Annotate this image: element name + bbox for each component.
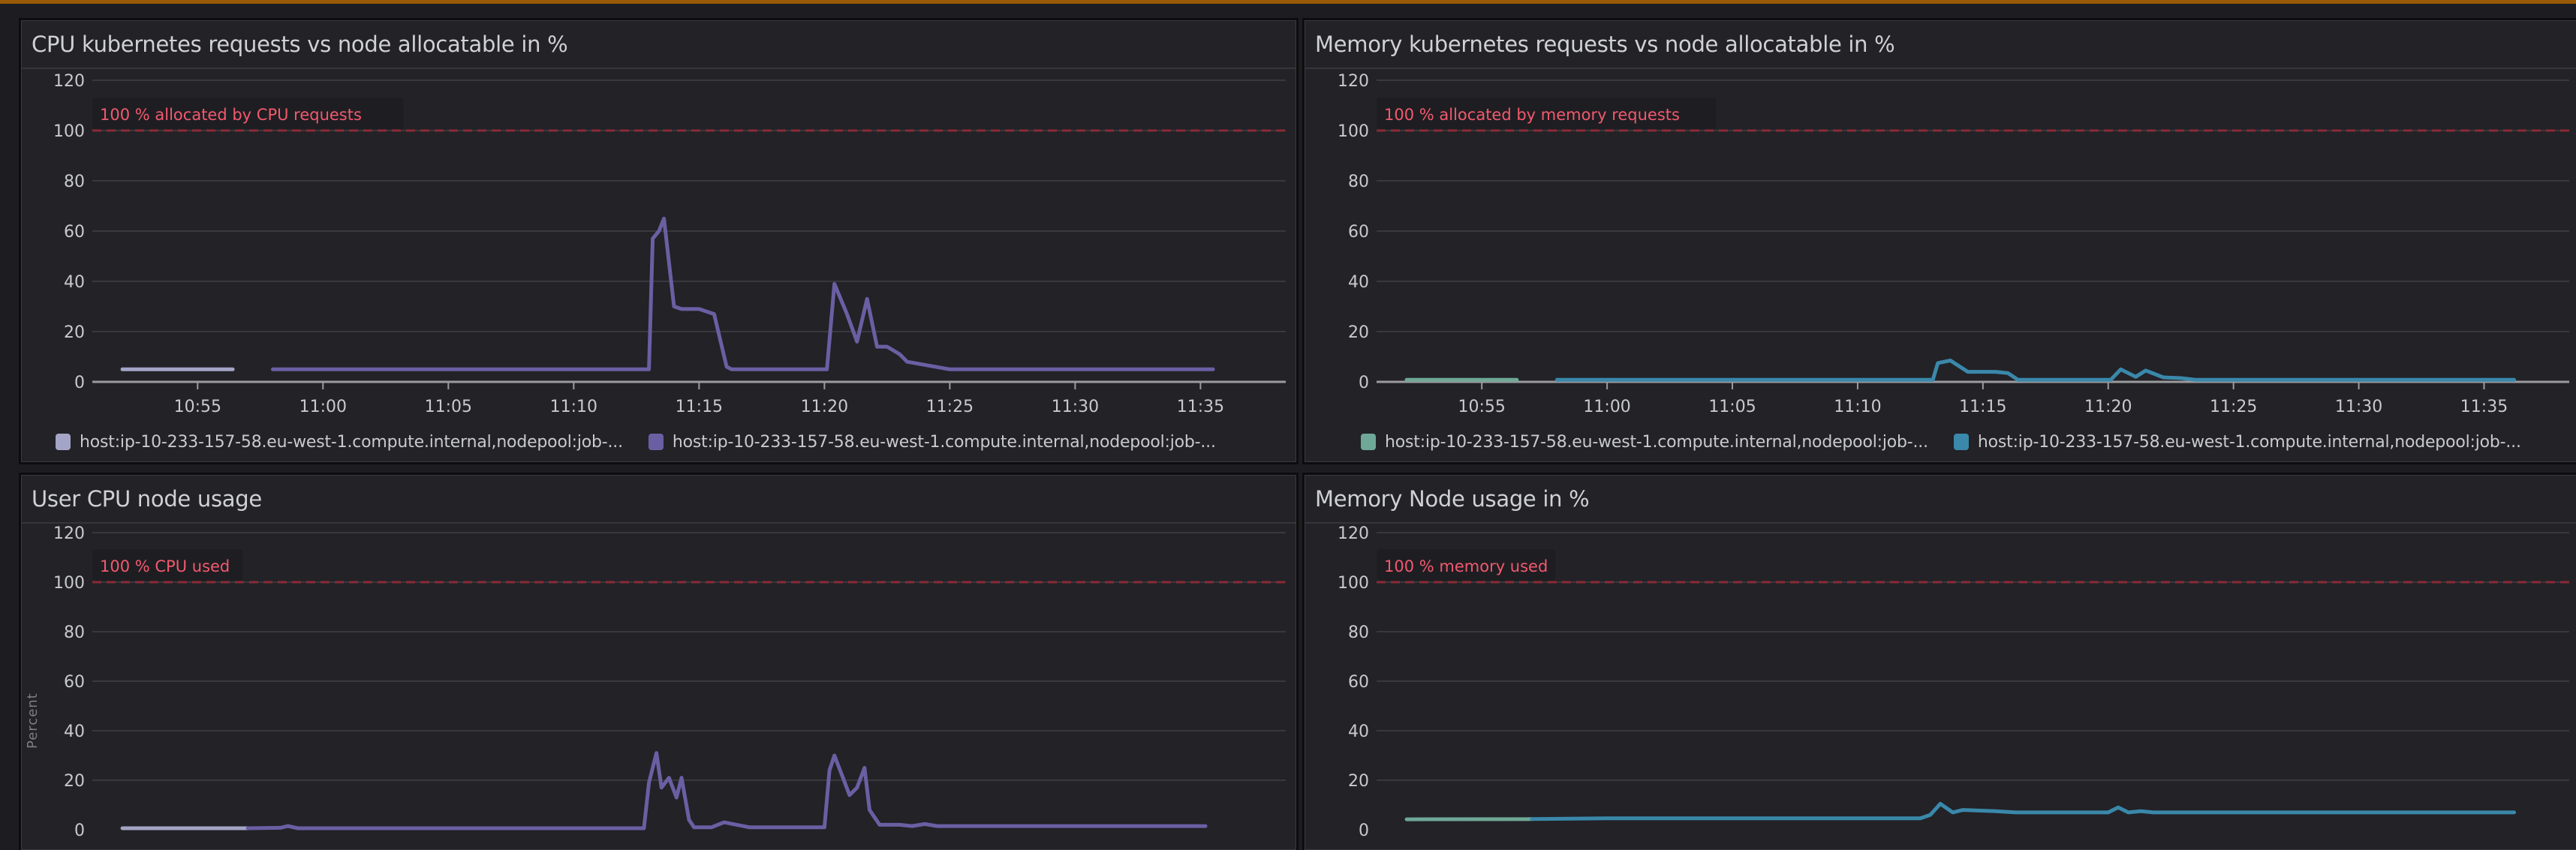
series-color-swatch xyxy=(648,434,664,450)
svg-text:60: 60 xyxy=(64,223,85,242)
panel-header[interactable]: Memory Node usage in % xyxy=(1305,476,2576,524)
svg-text:100 % memory used: 100 % memory used xyxy=(1384,557,1548,575)
legend-item[interactable]: host:ip-10-233-157-58.eu-west-1.compute.… xyxy=(1953,432,2521,452)
svg-text:100: 100 xyxy=(1338,122,1369,141)
legend-label: host:ip-10-233-157-58.eu-west-1.compute.… xyxy=(672,432,1216,452)
svg-text:80: 80 xyxy=(1348,173,1369,191)
chart-legend: host:ip-10-233-157-58.eu-west-1.compute.… xyxy=(56,431,1296,453)
panel-header[interactable]: Memory kubernetes requests vs node alloc… xyxy=(1305,21,2576,69)
svg-text:60: 60 xyxy=(1348,223,1369,242)
panel-title: CPU kubernetes requests vs node allocata… xyxy=(32,32,568,57)
panel-header[interactable]: CPU kubernetes requests vs node allocata… xyxy=(22,21,1296,69)
line-chart[interactable]: 0 20 40 60 80 100 120 100 % allocated by memory… xyxy=(1305,21,2576,462)
svg-text:40: 40 xyxy=(1348,273,1369,292)
svg-text:80: 80 xyxy=(1348,623,1369,642)
svg-text:40: 40 xyxy=(1348,722,1369,741)
svg-text:100: 100 xyxy=(53,122,85,141)
svg-text:10:55: 10:55 xyxy=(1458,398,1506,416)
svg-text:11:25: 11:25 xyxy=(926,398,974,416)
svg-text:60: 60 xyxy=(64,673,85,692)
line-chart[interactable]: 0 20 40 60 80 100 120 100 % memory used xyxy=(1305,476,2576,850)
svg-text:11:05: 11:05 xyxy=(1708,398,1756,416)
svg-text:80: 80 xyxy=(64,623,85,642)
svg-text:100 % CPU used: 100 % CPU used xyxy=(100,557,230,575)
svg-text:11:15: 11:15 xyxy=(676,398,723,416)
svg-text:100: 100 xyxy=(1338,574,1369,593)
svg-text:120: 120 xyxy=(53,72,85,91)
panel-title: Memory kubernetes requests vs node alloc… xyxy=(1315,32,1895,57)
line-chart[interactable]: 0 20 40 60 80 100 120 100 % CPU used Percent xyxy=(22,476,1296,850)
legend-label: host:ip-10-233-157-58.eu-west-1.compute.… xyxy=(1977,432,2521,452)
panel-memory-requests: Memory kubernetes requests vs node alloc… xyxy=(1305,20,2576,462)
svg-text:40: 40 xyxy=(64,273,85,292)
panel-title: Memory Node usage in % xyxy=(1315,486,1590,512)
svg-text:100 % allocated by memory requ: 100 % allocated by memory requests xyxy=(1384,106,1680,124)
svg-text:100: 100 xyxy=(53,574,85,593)
dashboard-accent-bar xyxy=(0,0,2576,4)
legend-label: host:ip-10-233-157-58.eu-west-1.compute.… xyxy=(1385,432,1928,452)
series-color-swatch xyxy=(56,434,71,450)
legend-item[interactable]: host:ip-10-233-157-58.eu-west-1.compute.… xyxy=(648,432,1216,452)
panel-title: User CPU node usage xyxy=(32,486,262,512)
svg-text:0: 0 xyxy=(74,821,85,840)
svg-text:11:25: 11:25 xyxy=(2210,398,2257,416)
svg-text:11:05: 11:05 xyxy=(425,398,472,416)
svg-text:20: 20 xyxy=(64,772,85,791)
svg-text:120: 120 xyxy=(1338,524,1369,543)
panel-user-cpu-usage: User CPU node usage 0 20 40 60 80 100 120 100 %… xyxy=(21,475,1296,850)
svg-text:11:10: 11:10 xyxy=(1834,398,1881,416)
legend-item[interactable]: host:ip-10-233-157-58.eu-west-1.compute.… xyxy=(1361,433,1928,452)
svg-text:100 % allocated by CPU request: 100 % allocated by CPU requests xyxy=(100,106,362,124)
svg-text:120: 120 xyxy=(53,524,85,543)
svg-text:11:30: 11:30 xyxy=(1052,398,1099,416)
svg-text:20: 20 xyxy=(1348,323,1369,342)
svg-text:80: 80 xyxy=(64,173,85,191)
svg-text:0: 0 xyxy=(1359,821,1369,840)
panel-cpu-requests: CPU kubernetes requests vs node allocata… xyxy=(21,20,1296,462)
line-chart[interactable]: 0 20 40 60 80 100 120 100 % allocated by CPU re… xyxy=(22,21,1296,462)
series-color-swatch xyxy=(1953,434,1969,450)
svg-text:11:35: 11:35 xyxy=(1177,398,1224,416)
legend-item[interactable]: host:ip-10-233-157-58.eu-west-1.compute.… xyxy=(56,433,623,452)
svg-text:11:20: 11:20 xyxy=(801,398,848,416)
svg-text:40: 40 xyxy=(64,722,85,741)
svg-text:11:30: 11:30 xyxy=(2335,398,2382,416)
svg-text:20: 20 xyxy=(64,323,85,342)
svg-text:11:10: 11:10 xyxy=(550,398,597,416)
svg-text:10:55: 10:55 xyxy=(174,398,221,416)
svg-text:60: 60 xyxy=(1348,673,1369,692)
svg-text:11:15: 11:15 xyxy=(1959,398,2006,416)
svg-text:0: 0 xyxy=(74,374,85,392)
svg-text:11:00: 11:00 xyxy=(299,398,347,416)
svg-text:11:35: 11:35 xyxy=(2460,398,2508,416)
panel-header[interactable]: User CPU node usage xyxy=(22,476,1296,524)
svg-text:120: 120 xyxy=(1338,72,1369,91)
svg-text:20: 20 xyxy=(1348,772,1369,791)
svg-text:11:20: 11:20 xyxy=(2084,398,2132,416)
svg-text:0: 0 xyxy=(1359,374,1369,392)
svg-text:Percent: Percent xyxy=(25,692,41,749)
panel-memory-node-usage: Memory Node usage in % 0 20 40 60 80 100 120 10… xyxy=(1305,475,2576,850)
legend-label: host:ip-10-233-157-58.eu-west-1.compute.… xyxy=(80,432,623,452)
series-color-swatch xyxy=(1361,434,1376,450)
svg-text:11:00: 11:00 xyxy=(1583,398,1630,416)
chart-legend: host:ip-10-233-157-58.eu-west-1.compute.… xyxy=(1361,431,2576,453)
